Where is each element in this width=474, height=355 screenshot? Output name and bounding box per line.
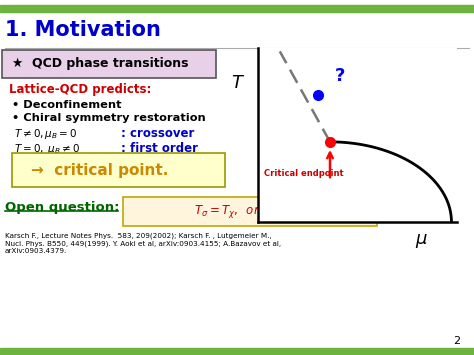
Text: : crossover: : crossover: [121, 127, 194, 140]
Text: →  critical point.: → critical point.: [31, 163, 168, 178]
Text: : first order: : first order: [121, 142, 198, 155]
Text: ?: ?: [335, 67, 345, 85]
FancyBboxPatch shape: [123, 197, 377, 226]
Text: • Chiral symmetry restoration: • Chiral symmetry restoration: [12, 113, 206, 123]
Text: Open question:: Open question:: [5, 201, 119, 214]
Text: $T = 0, \; \mu_B \neq 0$: $T = 0, \; \mu_B \neq 0$: [14, 142, 81, 156]
Text: 1. Motivation: 1. Motivation: [5, 20, 161, 39]
Text: $T$: $T$: [231, 74, 246, 92]
Text: Lattice-QCD predicts:: Lattice-QCD predicts:: [9, 83, 152, 97]
Text: Karsch F., Lecture Notes Phys.  583, 209(2002); Karsch F. , Lutgemeier M.,
Nucl.: Karsch F., Lecture Notes Phys. 583, 209(…: [5, 233, 281, 253]
Text: ★  QCD phase transitions: ★ QCD phase transitions: [12, 58, 188, 70]
Text: 2: 2: [453, 336, 460, 346]
FancyBboxPatch shape: [2, 50, 216, 78]
Text: • Deconfinement: • Deconfinement: [12, 100, 121, 110]
Bar: [0, 5, 474, 12]
Text: $\mu$: $\mu$: [415, 232, 428, 250]
FancyBboxPatch shape: [12, 153, 225, 187]
Bar: [0, 348, 474, 355]
Text: Critical endpoint: Critical endpoint: [264, 169, 344, 178]
Text: $T_{\sigma} = T_{\chi},\;\; or \;\; T_{\sigma} > T_{\chi}$: $T_{\sigma} = T_{\chi},\;\; or \;\; T_{\…: [194, 203, 306, 220]
Text: $T \neq 0, \mu_B = 0$: $T \neq 0, \mu_B = 0$: [14, 127, 78, 141]
